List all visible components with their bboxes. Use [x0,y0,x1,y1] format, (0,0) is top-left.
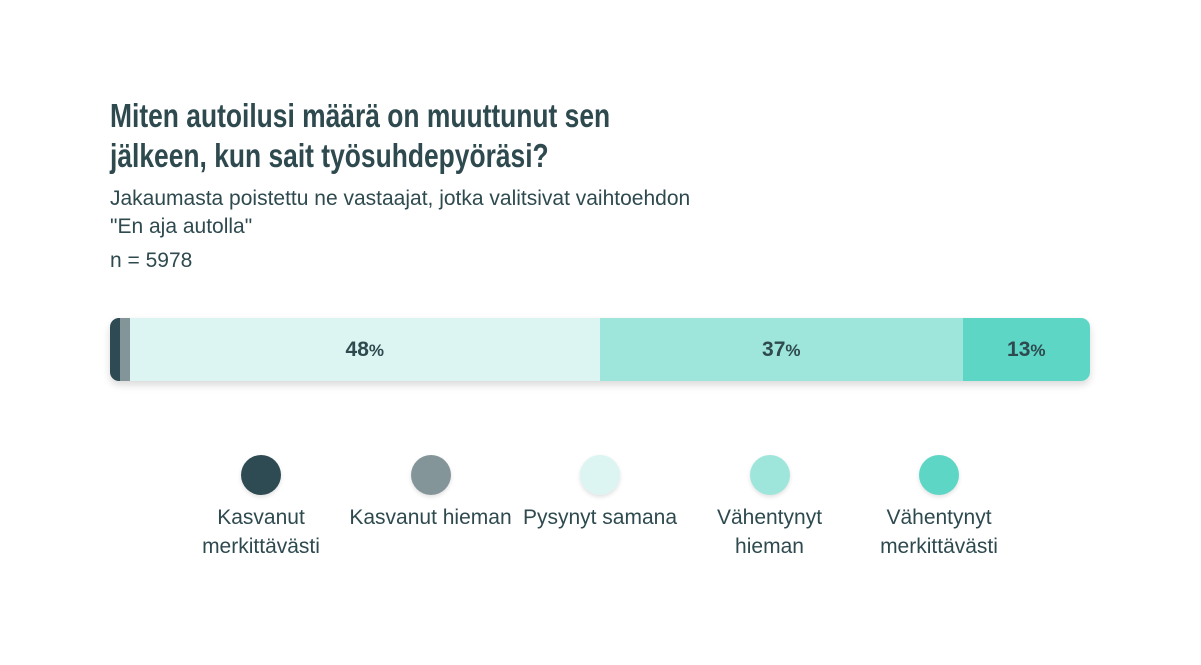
chart-subtitle: Jakaumasta poistettu ne vastaajat, jotka… [110,187,691,238]
bar-segment [110,318,120,381]
legend-label: Vähentynyt merkittävästi [880,506,998,558]
legend-marker [919,455,959,495]
data-label: 13% [1007,338,1046,361]
sample-size: n = 5978 [110,249,193,272]
legend-marker [410,455,451,495]
legend-marker [241,455,281,495]
legend-marker [749,455,790,495]
stacked-bar: 48% 37% 13% [110,318,1090,381]
legend-label: Kasvanut merkittävästi [202,506,320,558]
legend-label: Pysynyt samana [522,506,678,529]
bar-segment [119,318,130,381]
bar-segment [129,318,600,381]
data-label: 48% [345,338,385,361]
legend-label: Vähentynyt hieman [716,506,823,558]
bar-segment [600,318,963,381]
legend-label: Kasvanut hieman [349,506,512,529]
legend-marker [580,455,620,495]
bar-segment [962,318,1090,381]
data-label: 37% [762,338,801,361]
chart-title: Miten autoilusi määrä on muuttunut sen j… [110,97,611,174]
